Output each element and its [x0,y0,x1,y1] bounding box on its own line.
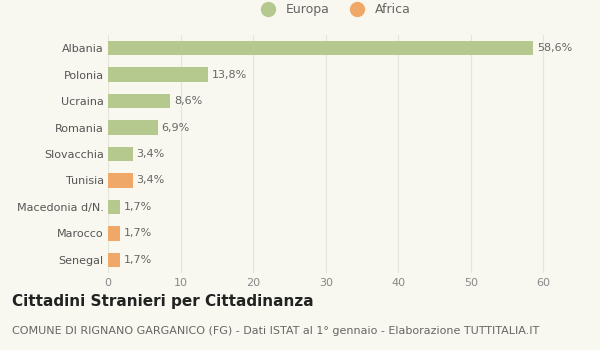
Text: 1,7%: 1,7% [124,202,152,212]
Text: COMUNE DI RIGNANO GARGANICO (FG) - Dati ISTAT al 1° gennaio - Elaborazione TUTTI: COMUNE DI RIGNANO GARGANICO (FG) - Dati … [12,326,539,336]
Text: 13,8%: 13,8% [212,70,247,80]
Bar [108,199,121,214]
Bar [108,173,133,188]
Bar [108,147,133,161]
Text: Cittadini Stranieri per Cittadinanza: Cittadini Stranieri per Cittadinanza [12,294,314,309]
Bar [108,226,121,240]
Bar [108,68,208,82]
Text: 1,7%: 1,7% [124,228,152,238]
Text: 3,4%: 3,4% [136,175,164,186]
Bar [108,94,170,108]
Text: 1,7%: 1,7% [124,255,152,265]
Bar [108,252,121,267]
Text: 58,6%: 58,6% [537,43,572,53]
Text: 8,6%: 8,6% [174,96,202,106]
Text: 3,4%: 3,4% [136,149,164,159]
Legend: Europa, Africa: Europa, Africa [251,0,415,21]
Bar [108,120,158,135]
Text: 6,9%: 6,9% [162,122,190,133]
Bar [108,41,533,56]
